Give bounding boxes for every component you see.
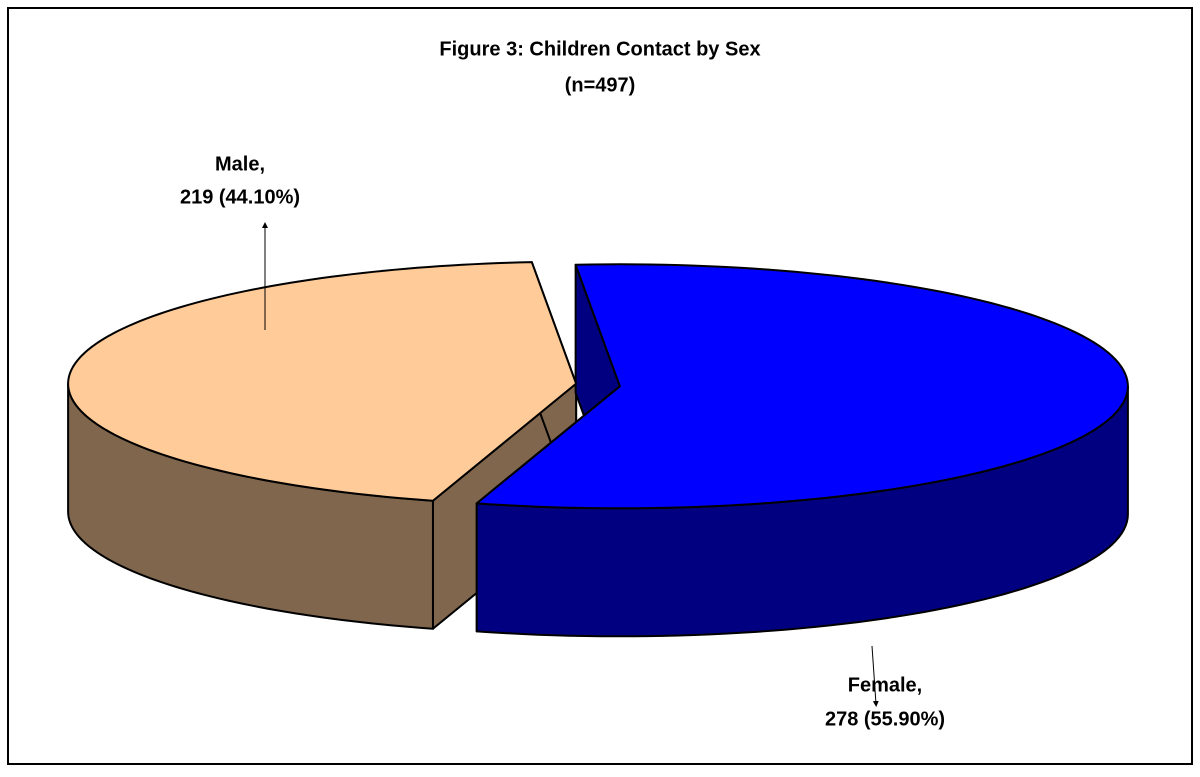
chart-subtitle: (n=497) [565,74,636,96]
pie [67,261,1129,638]
labels: Male, 219 (44.10%) Female, 278 (55.90%) [180,153,945,730]
chart-title: Figure 3: Children Contact by Sex [439,38,760,60]
data-label-category: Female, [848,674,922,696]
data-label-category: Male, [215,153,265,175]
data-label-value: 278 (55.90%) [825,708,945,730]
leader-line [871,645,879,707]
data-label-value: 219 (44.10%) [180,186,300,208]
slice [67,261,578,502]
slice [475,263,1129,510]
slice-tops [67,261,1129,510]
